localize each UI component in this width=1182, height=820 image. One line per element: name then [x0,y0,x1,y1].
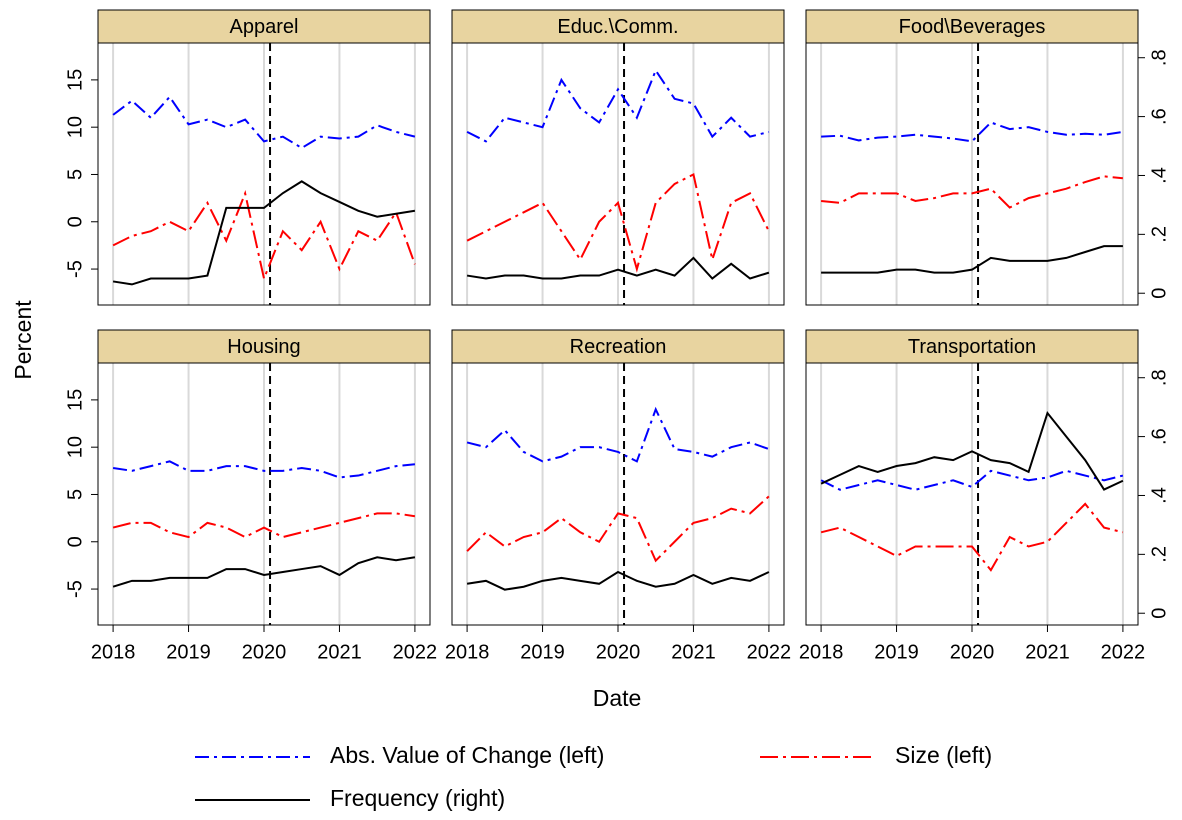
x-tick-label: 2020 [596,641,641,663]
series-line [112,556,416,588]
y-tick-label: -5 [64,580,86,598]
panel-title: Housing [227,336,300,358]
x-tick-label: 2021 [317,641,362,663]
y2-tick-label: 0 [1148,608,1170,619]
strip [451,329,785,364]
series-line [112,460,416,479]
x-tick-label: 2020 [242,641,287,663]
plot-border [451,42,785,306]
y2-tick-label: .4 [1148,167,1170,184]
x-axis-label: Date [593,685,642,711]
y2-tick-label: .4 [1148,487,1170,504]
y-tick-label: 0 [64,536,86,547]
series-line [820,502,1124,572]
strip [97,329,431,364]
panel-title: Food\Beverages [899,16,1046,38]
y2-tick-label: .8 [1148,369,1170,386]
strip [805,9,1139,44]
plot-border [805,362,1139,626]
x-tick-label: 2022 [393,641,438,663]
series-line [466,68,770,143]
series-line [466,406,770,463]
y2-tick-label: .6 [1148,108,1170,125]
y-tick-label: 5 [64,169,86,180]
y-tick-label: 0 [64,216,86,227]
legend-label: Frequency (right) [330,785,505,811]
series-line [112,512,416,539]
plot-border [451,362,785,626]
legend-label: Size (left) [895,742,992,768]
plot-border [805,42,1139,306]
y-tick-label: 15 [64,389,86,411]
series-line [466,256,770,280]
x-tick-label: 2021 [671,641,716,663]
x-tick-label: 2021 [1025,641,1070,663]
series-line [112,95,416,150]
y-tick-label: 10 [64,436,86,458]
panel-title: Educ.\Comm. [557,16,678,38]
x-tick-label: 2022 [1101,641,1146,663]
y2-tick-label: 0 [1148,288,1170,299]
legend-label: Abs. Value of Change (left) [330,742,604,768]
x-tick-label: 2018 [799,641,844,663]
panel-title: Recreation [570,336,667,358]
plot-border [97,362,431,626]
series-line [466,495,770,563]
series-line [821,245,1123,274]
series-line [820,410,1124,491]
x-tick-label: 2020 [950,641,995,663]
strip [97,9,431,44]
x-tick-label: 2019 [166,641,211,663]
x-tick-label: 2018 [445,641,490,663]
series-line [112,180,416,286]
x-tick-label: 2022 [747,641,792,663]
x-tick-label: 2019 [520,641,565,663]
series-line [112,190,416,282]
panel-title: Apparel [230,16,299,38]
y2-tick-label: .2 [1148,226,1170,243]
y2-tick-label: .2 [1148,546,1170,563]
x-tick-label: 2019 [874,641,919,663]
y-tick-label: 15 [64,69,86,91]
plot-border [97,42,431,306]
panel-title: Transportation [908,336,1036,358]
y2-tick-label: .6 [1148,428,1170,445]
y-tick-label: -5 [64,260,86,278]
y-tick-label: 10 [64,116,86,138]
y2-tick-label: .8 [1148,49,1170,66]
series-line [820,175,1124,209]
y-axis-label: Percent [10,300,36,380]
y-tick-label: 5 [64,489,86,500]
x-tick-label: 2018 [91,641,136,663]
series-line [466,173,770,273]
series-line [821,121,1124,143]
series-line [466,570,770,591]
strip [805,329,1139,364]
